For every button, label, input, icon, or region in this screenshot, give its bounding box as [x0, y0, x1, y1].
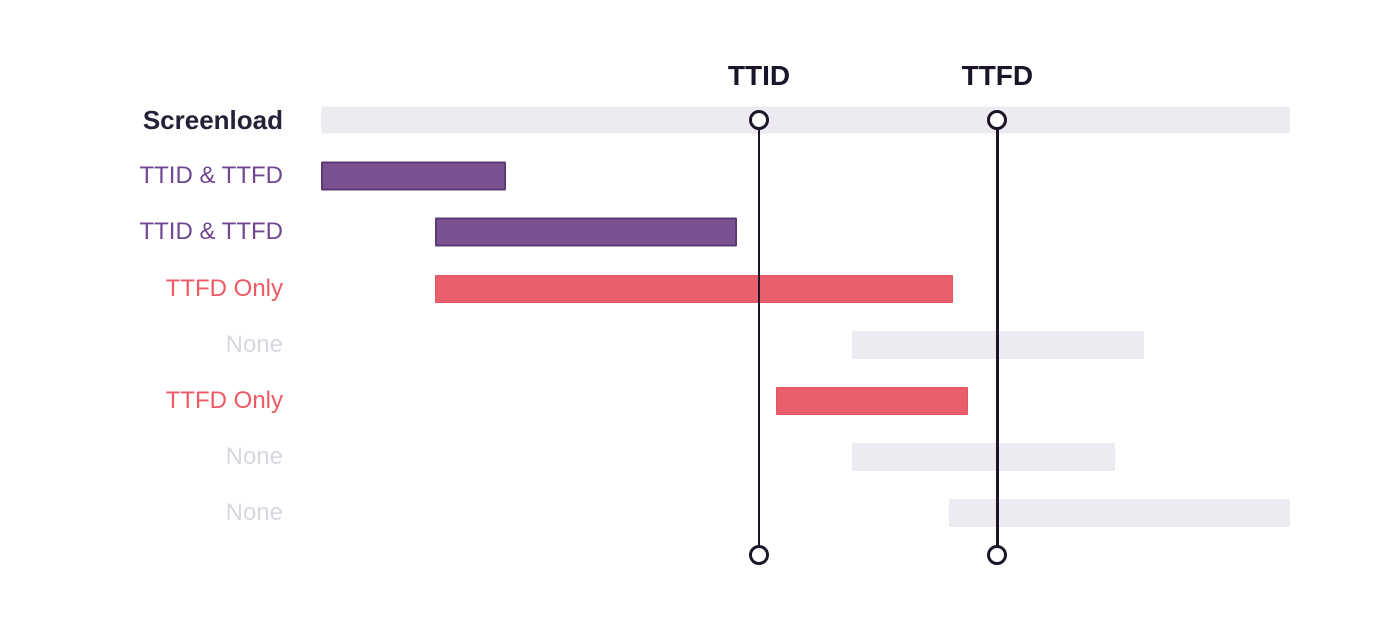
span-bar: [321, 106, 1290, 134]
marker-line: [996, 120, 999, 555]
marker-label: TTFD: [961, 60, 1034, 91]
span-row: TTID & TTFD: [0, 204, 1290, 260]
span-bar: [776, 387, 969, 416]
marker-line: [757, 120, 761, 555]
span-bar: [852, 443, 1115, 472]
row-track: [321, 373, 1290, 429]
row-track: [321, 92, 1290, 148]
span-row: TTFD Only: [0, 373, 1290, 429]
marker-label: TTID: [727, 60, 791, 91]
row-label: None: [225, 499, 283, 527]
span-row: Screenload: [0, 92, 1290, 148]
row-label: Screenload: [142, 105, 283, 136]
row-track: [321, 148, 1290, 204]
marker-endpoint-circle-bottom: [748, 544, 769, 565]
row-label: TTID & TTFD: [139, 218, 283, 246]
row-track: [321, 261, 1290, 317]
row-track: [321, 317, 1290, 373]
row-label: TTFD Only: [165, 387, 283, 415]
row-track: [321, 429, 1290, 485]
span-bar: [435, 217, 737, 247]
span-bar: [435, 274, 953, 303]
marker-endpoint-circle-top: [748, 109, 769, 130]
span-row: TTID & TTFD: [0, 148, 1290, 204]
row-label: TTFD Only: [165, 274, 283, 302]
row-label: None: [225, 330, 283, 358]
span-row: None: [0, 317, 1290, 373]
marker-endpoint-circle-top: [986, 109, 1007, 130]
span-row: None: [0, 485, 1290, 541]
span-rows-layer: Screenload TTID & TTFD TTID & TTFD TTFD Onl…: [0, 92, 1290, 542]
row-track: [321, 485, 1290, 541]
row-track: [321, 204, 1290, 260]
row-label: TTID & TTFD: [139, 162, 283, 190]
marker-endpoint-circle-bottom: [986, 544, 1007, 565]
row-label: None: [225, 443, 283, 471]
span-row: TTFD Only: [0, 261, 1290, 317]
span-bar: [321, 161, 507, 191]
span-row: None: [0, 429, 1290, 485]
span-bar: [948, 499, 1290, 528]
